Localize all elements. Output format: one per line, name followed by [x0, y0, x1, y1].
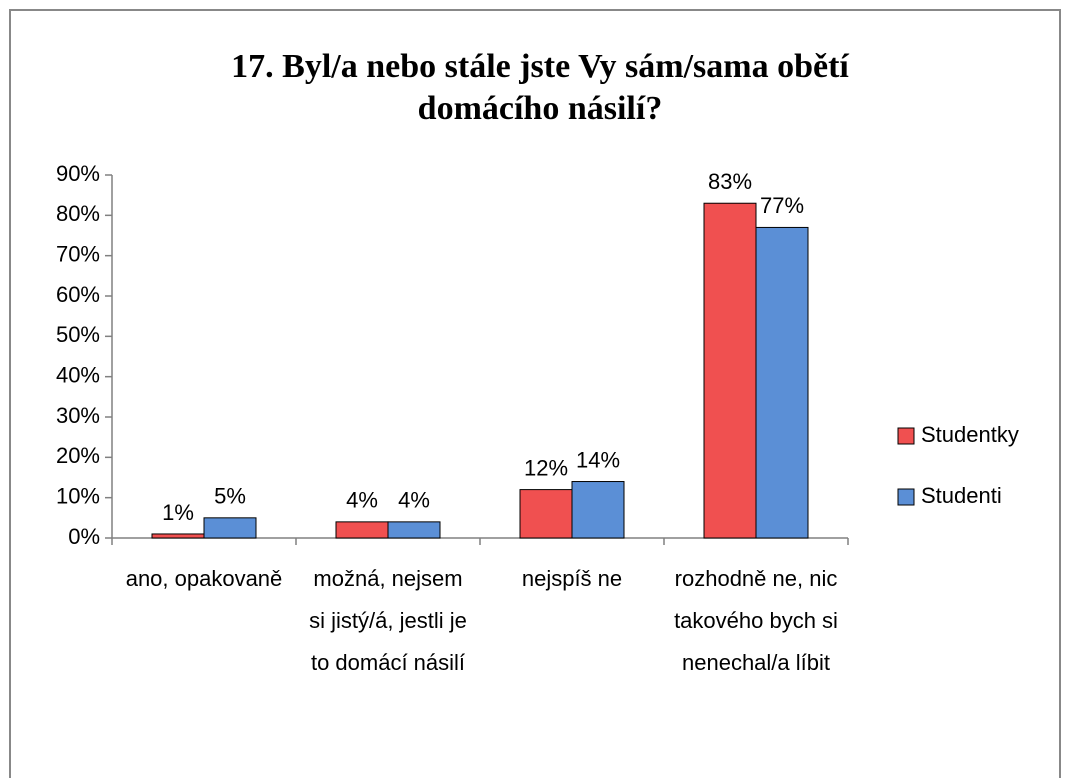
value-label: 4% — [398, 488, 430, 513]
y-tick-label: 40% — [56, 362, 100, 387]
value-label: 83% — [708, 169, 752, 194]
x-tick-label: rozhodně ne, nic takového bych si nenech… — [674, 566, 838, 675]
legend-label: Studentky — [921, 422, 1019, 447]
y-tick-label: 80% — [56, 201, 100, 226]
value-label: 5% — [214, 484, 246, 509]
chart-title: 17. Byl/a nebo stále jste Vy sám/sama ob… — [231, 48, 849, 127]
bar — [519, 489, 573, 539]
value-label: 14% — [576, 447, 620, 472]
y-tick-label: 30% — [56, 403, 100, 428]
bar — [703, 202, 757, 539]
bar — [203, 517, 257, 539]
value-label: 4% — [346, 488, 378, 513]
y-tick-label: 0% — [68, 524, 100, 549]
legend-label: Studenti — [921, 483, 1002, 508]
bar — [335, 521, 389, 539]
value-label: 1% — [162, 500, 194, 525]
y-tick-label: 70% — [56, 241, 100, 266]
y-tick-label: 90% — [56, 161, 100, 186]
y-tick-label: 50% — [56, 322, 100, 347]
x-tick-label: možná, nejsem si jistý/á, jestli je to d… — [309, 566, 467, 675]
legend-swatch — [897, 488, 915, 506]
y-tick-label: 60% — [56, 282, 100, 307]
chart-border — [9, 9, 1061, 778]
x-tick-label: ano, opakovaně — [125, 566, 283, 591]
y-tick-label: 10% — [56, 483, 100, 508]
bar — [755, 226, 809, 539]
value-label: 77% — [760, 193, 804, 218]
bar — [571, 481, 625, 539]
bar — [151, 533, 205, 539]
y-tick-label: 20% — [56, 443, 100, 468]
legend-swatch — [897, 427, 915, 445]
value-label: 12% — [524, 455, 568, 480]
x-tick-label: nejspíš ne — [521, 566, 623, 591]
bar — [387, 521, 441, 539]
